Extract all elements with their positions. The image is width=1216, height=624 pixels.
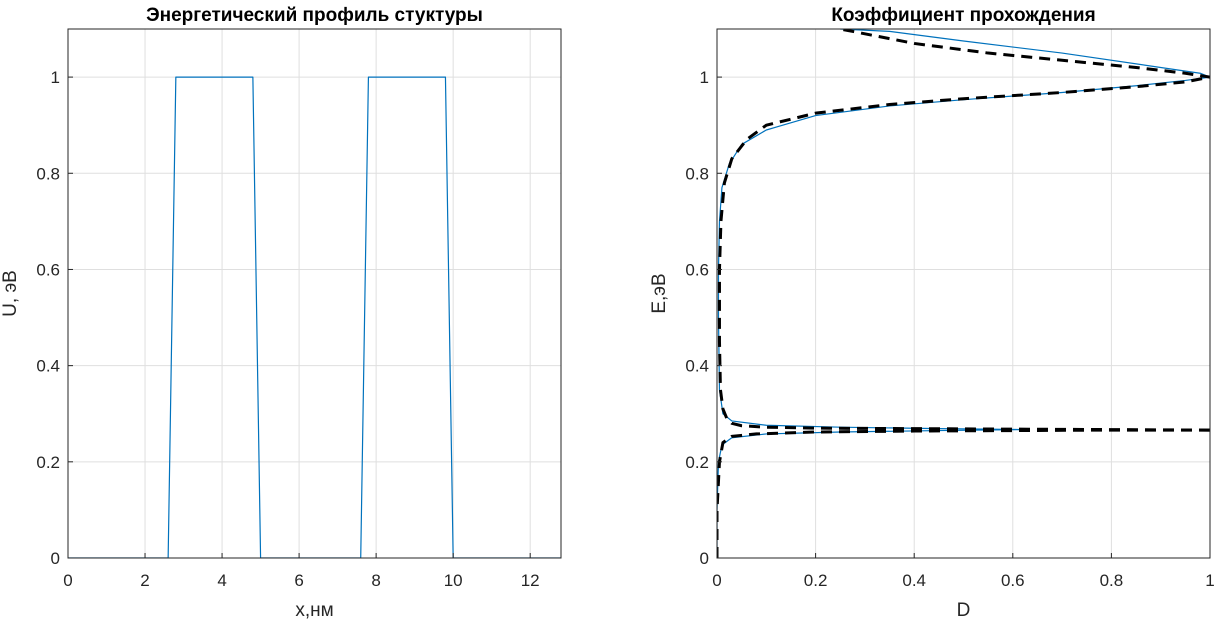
energy-profile-title: Энергетический профиль стуктуры — [146, 5, 483, 26]
energy-profile-series — [68, 76, 561, 558]
energy-profile-y-tick-label: 1 — [51, 68, 60, 87]
transmission-solid-series-line — [717, 29, 1210, 558]
energy-profile-grid — [67, 29, 561, 559]
transmission-axes-frame — [716, 28, 1211, 559]
energy-profile-x-tick-label: 2 — [140, 571, 149, 590]
transmission-x-tick-label: 0.8 — [1100, 571, 1124, 590]
transmission-x-tick-label: 0.6 — [1001, 571, 1025, 590]
energy-profile-y-axis-label: U, эВ — [0, 270, 21, 317]
energy-profile-x-tick-label: 12 — [521, 571, 540, 590]
energy-profile-y-tick-label: 0 — [51, 549, 60, 568]
transmission-y-tick-label: 1 — [700, 68, 709, 87]
transmission-title: Коэффициент прохождения — [831, 5, 1095, 26]
transmission-y-axis-label: E,эВ — [649, 273, 670, 313]
energy-profile-y-tick-label: 0.8 — [36, 164, 60, 183]
energy-profile-x-axis-label: x,нм — [295, 600, 333, 621]
energy-profile-y-tick-label: 0.4 — [36, 357, 60, 376]
transmission-y-tick-label: 0 — [700, 549, 709, 568]
transmission-coefficient-plot: 0 0.2 0.4 0.6 0.8 1 0 0.2 0.4 0.6 0.8 1 Коэффициент… — [649, 5, 1215, 621]
energy-profile-ticks: 0 2 4 6 8 10 12 0 0.2 0.4 0.6 0.8 1 — [36, 68, 539, 590]
transmission-x-tick-label: 1 — [1205, 571, 1214, 590]
transmission-y-tick-label: 0.8 — [685, 164, 709, 183]
transmission-ticks: 0 0.2 0.4 0.6 0.8 1 0 0.2 0.4 0.6 0.8 1 — [685, 68, 1214, 590]
energy-profile-x-tick-label: 4 — [217, 571, 226, 590]
transmission-y-tick-label: 0.2 — [685, 453, 709, 472]
transmission-y-tick-label: 0.6 — [685, 260, 709, 279]
transmission-dashed-series-line — [717, 29, 1210, 432]
transmission-x-tick-label: 0.2 — [804, 571, 828, 590]
energy-profile-x-tick-label: 10 — [444, 571, 463, 590]
transmission-series — [717, 29, 1210, 558]
energy-profile-x-tick-label: 6 — [294, 571, 303, 590]
energy-profile-x-tick-label: 8 — [371, 571, 380, 590]
transmission-dashed-series-line — [717, 428, 1210, 558]
transmission-x-tick-label: 0.4 — [902, 571, 926, 590]
energy-profile-solid-series-line — [68, 76, 561, 558]
transmission-x-axis-label: D — [957, 600, 971, 621]
transmission-y-tick-label: 0.4 — [685, 357, 709, 376]
energy-profile-plot: 0 2 4 6 8 10 12 0 0.2 0.4 0.6 0.8 1 Энергетический п… — [0, 5, 562, 621]
energy-profile-y-tick-label: 0.6 — [36, 260, 60, 279]
energy-profile-x-tick-label: 0 — [63, 571, 72, 590]
energy-profile-axes-frame — [67, 28, 562, 559]
transmission-x-tick-label: 0 — [712, 571, 721, 590]
transmission-grid — [716, 29, 1211, 559]
energy-profile-y-tick-label: 0.2 — [36, 453, 60, 472]
